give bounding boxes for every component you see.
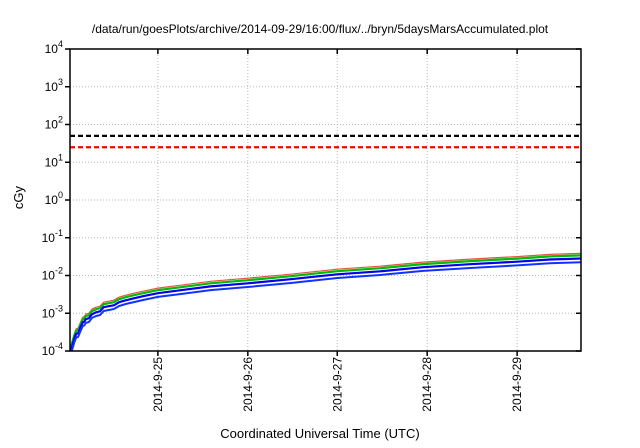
y-tick-label: 10-1 [42, 228, 63, 245]
y-tick-label: 10-3 [42, 303, 63, 320]
tick-marks [65, 48, 581, 356]
y-tick-label: 104 [45, 39, 63, 56]
accumulated-dose-blue-lower-line [70, 261, 581, 351]
accumulated-dose-blue-upper-line [70, 257, 581, 351]
gridlines [70, 48, 581, 352]
accumulated-dose-red-line [70, 252, 581, 350]
y-tick-label: 100 [45, 190, 63, 207]
series-group [70, 252, 581, 351]
chart-title: /data/run/goesPlots/archive/2014-09-29/1… [91, 22, 549, 36]
y-tick-label: 103 [45, 77, 63, 94]
x-tick-label: 2014-9-27 [330, 357, 344, 412]
x-tick-label: 2014-9-26 [241, 357, 255, 412]
x-tick-label: 2014-9-25 [151, 357, 165, 412]
x-tick-label: 2014-9-28 [420, 357, 434, 412]
accumulated-dose-green-line [70, 254, 581, 351]
x-axis-label: Coordinated Universal Time (UTC) [220, 426, 420, 441]
y-tick-label: 101 [45, 152, 63, 169]
y-tick-label: 10-2 [42, 266, 63, 283]
x-tick-label: 2014-9-29 [510, 357, 524, 412]
y-tick-label: 102 [45, 115, 63, 132]
y-tick-label: 10-4 [42, 341, 63, 358]
